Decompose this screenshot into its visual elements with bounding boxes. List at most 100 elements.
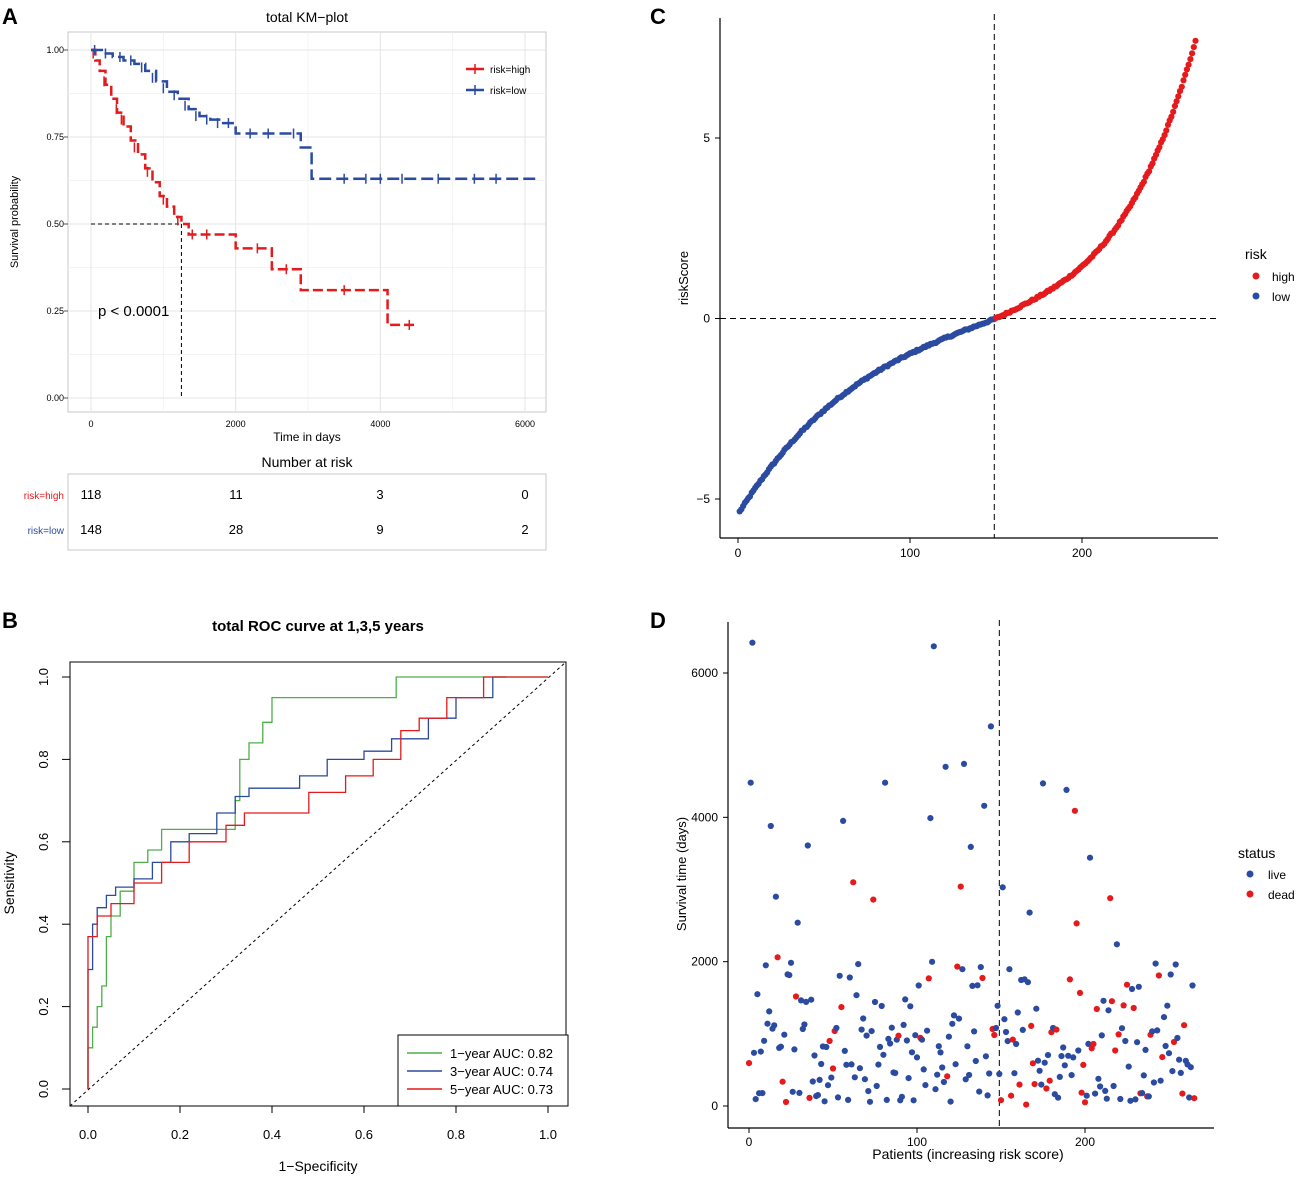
survival-point-dead (745, 1060, 753, 1067)
risk-table-cell: 118 (81, 487, 102, 502)
survival-point-live (1134, 1039, 1141, 1046)
legend-low-dot (1252, 292, 1260, 300)
survival-point-live (858, 1026, 865, 1033)
panel-b-curves (69, 661, 567, 1107)
survival-point-dead (1073, 920, 1080, 927)
panel-b-title: total ROC curve at 1,3,5 years (212, 618, 424, 635)
survival-point-live (1063, 786, 1070, 794)
survival-point-live (875, 1061, 882, 1068)
legend-3y-label: 3−year AUC: 0.74 (450, 1064, 553, 1079)
survival-point-live (841, 1047, 848, 1054)
survival-point-dead (957, 883, 964, 890)
riskscore-point (1175, 93, 1182, 100)
panel-d-legend: status live dead (1238, 845, 1295, 902)
a-ytick-label: 0.50 (46, 219, 64, 229)
panel-d-ylabel: Survival time (days) (674, 817, 689, 931)
risk-table-cell: 3 (376, 487, 383, 502)
survival-point-live (757, 1048, 764, 1055)
survival-point-live (1154, 1027, 1161, 1034)
survival-point-live (804, 842, 811, 849)
b-diagonal-reference (69, 661, 567, 1107)
survival-point-dead (829, 1065, 837, 1072)
survival-point-dead (1029, 1060, 1036, 1067)
survival-point-live (920, 1066, 927, 1073)
survival-point-live (750, 1049, 758, 1056)
survival-point-live (1152, 960, 1159, 967)
survival-point-dead (1179, 1090, 1186, 1097)
survival-point-live (892, 1069, 899, 1077)
survival-point-dead (1008, 1092, 1015, 1099)
a-ytick-label: 0.00 (46, 393, 64, 403)
survival-point-live (1117, 1095, 1124, 1103)
c-xtick-label: 0 (735, 546, 742, 560)
survival-point-live (955, 1015, 963, 1022)
a-ytick-label: 1.00 (46, 45, 64, 55)
survival-point-live (808, 996, 815, 1003)
survival-point-dead (1046, 1077, 1053, 1084)
b-xtick-label: 0.8 (447, 1127, 465, 1142)
a-xtick-label: 6000 (515, 419, 535, 429)
survival-point-live (856, 1065, 864, 1072)
survival-point-live (898, 1093, 906, 1100)
legend-high-dot (1252, 272, 1260, 280)
survival-point-live (796, 1089, 803, 1096)
survival-point-live (749, 639, 756, 646)
riskscore-point (1149, 160, 1156, 167)
survival-point-live (1065, 1052, 1072, 1059)
survival-point-live (1098, 1032, 1105, 1039)
survival-point-dead (838, 1004, 845, 1011)
survival-point-dead (1031, 1081, 1038, 1088)
survival-point-live (966, 1071, 973, 1079)
b-xtick-label: 0.4 (263, 1127, 281, 1142)
risk-table-title: Number at risk (261, 454, 353, 470)
d-xtick-label: 200 (1075, 1135, 1095, 1149)
survival-point-live (821, 1098, 828, 1105)
survival-point-live (1149, 1028, 1156, 1035)
survival-point-live (959, 966, 966, 973)
panel-letter-d: D (650, 608, 666, 633)
panel-b-x-ticks: 0.0 0.2 0.4 0.6 0.8 1.0 (79, 1106, 557, 1142)
survival-point-live (1097, 1083, 1104, 1090)
survival-point-live (846, 974, 853, 981)
d-ytick-label: 6000 (691, 666, 718, 680)
survival-point-live (915, 982, 922, 989)
survival-point-live (972, 1057, 979, 1065)
survival-point-dead (1066, 976, 1073, 983)
survival-point-live (1189, 982, 1196, 989)
riskscore-point (1146, 168, 1153, 175)
survival-point-live (996, 1070, 1003, 1078)
survival-point-live (809, 1078, 816, 1085)
panel-a-pvalue: p < 0.0001 (98, 303, 169, 320)
panel-c-x-ticks: 0 100 200 (735, 538, 1092, 560)
survival-point-dead (1115, 1031, 1122, 1038)
risk-table-cell: 11 (229, 487, 243, 502)
survival-point-live (918, 1036, 926, 1043)
survival-point-live (1039, 780, 1047, 787)
survival-point-live (924, 1027, 931, 1034)
riskscore-point (1180, 77, 1187, 84)
risk-table-cell: 0 (521, 487, 528, 502)
riskscore-point (1168, 113, 1175, 120)
survival-point-live (947, 1098, 954, 1105)
survival-point-dead (1076, 989, 1084, 997)
survival-point-live (1128, 985, 1136, 993)
survival-point-live (1162, 1042, 1169, 1050)
roc-curve-3y (87, 676, 507, 1089)
survival-point-live (910, 1097, 917, 1104)
survival-point-live (1186, 1094, 1193, 1101)
survival-point-live (1176, 1056, 1183, 1063)
survival-point-live (977, 964, 984, 971)
survival-point-live (789, 1088, 796, 1095)
panel-a-km-plot: total KM−plot Time in days Survival prob… (9, 9, 547, 551)
survival-point-dead (1191, 1095, 1198, 1102)
risk-table-label-low: risk=low (28, 526, 65, 537)
survival-point-live (1002, 1028, 1010, 1036)
survival-point-dead (991, 1031, 998, 1039)
survival-point-dead (870, 896, 877, 903)
riskscore-point (1171, 102, 1178, 110)
survival-point-dead (806, 1094, 813, 1101)
risk-table-cell: 9 (376, 522, 383, 537)
survival-point-dead (1080, 1061, 1087, 1068)
risk-table-cell: 148 (80, 522, 102, 537)
riskscore-point (1189, 50, 1196, 57)
